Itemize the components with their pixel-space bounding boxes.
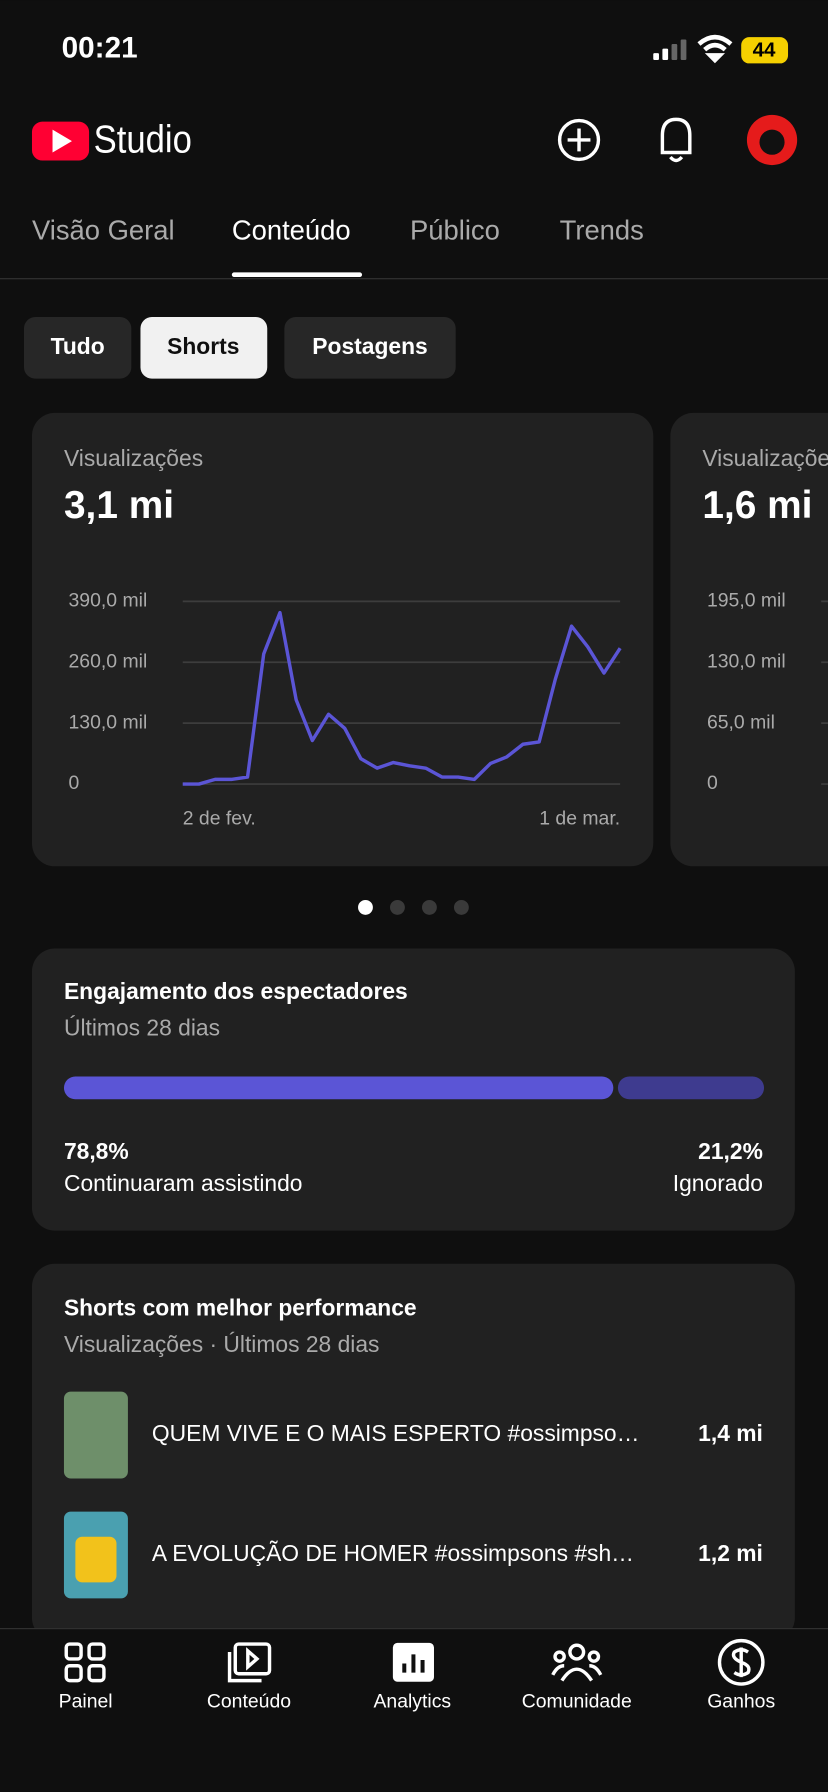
- app-name: Studio: [94, 118, 192, 161]
- divider: [0, 278, 828, 280]
- nav-label[interactable]: Ganhos: [707, 1690, 775, 1712]
- card-title: Visualizações: [702, 445, 828, 471]
- top-shorts-card: [31, 1263, 795, 1641]
- x-tick-label: 1 de mar.: [539, 808, 620, 830]
- y-tick-label: 390,0 mil: [69, 589, 148, 611]
- y-tick-label: 130,0 mil: [69, 711, 148, 733]
- y-tick-label: 130,0 mil: [707, 650, 786, 672]
- line-series: [182, 610, 622, 786]
- page-dot: [453, 899, 469, 915]
- engagement-title: Engajamento dos espectadores: [64, 978, 408, 1004]
- page-dot: [358, 899, 373, 915]
- engagement-value: 21,2%: [698, 1138, 763, 1164]
- chip-label[interactable]: Shorts: [167, 333, 239, 359]
- battery-level: 44: [753, 38, 776, 61]
- notifications-button[interactable]: [660, 117, 692, 163]
- engagement-bar: [617, 1076, 765, 1100]
- divider: [0, 1628, 828, 1630]
- page-dot: [421, 899, 437, 915]
- tab[interactable]: Público: [410, 215, 500, 246]
- thumbnail[interactable]: [63, 1391, 128, 1479]
- y-tick-label: 260,0 mil: [69, 650, 148, 672]
- chip-label[interactable]: Tudo: [51, 333, 105, 359]
- y-tick-label: 65,0 mil: [707, 711, 775, 733]
- chip-selected[interactable]: [140, 316, 268, 379]
- top-shorts-subtitle: Visualizações · Últimos 28 dias: [64, 1331, 380, 1357]
- card-title: Visualizações: [64, 445, 203, 471]
- tab-indicator: [231, 272, 363, 277]
- battery: [741, 37, 789, 64]
- chip[interactable]: [23, 316, 132, 379]
- tab[interactable]: Trends: [560, 215, 644, 246]
- engagement-bar: [63, 1076, 614, 1100]
- engagement-label: Ignorado: [673, 1170, 763, 1196]
- logo-play: [52, 129, 72, 153]
- chart-card[interactable]: [31, 412, 654, 867]
- avatar[interactable]: [746, 114, 798, 166]
- short-title[interactable]: QUEM VIVE E O MAIS ESPERTO #ossimpso…: [152, 1420, 640, 1446]
- short-views: 1,4 mi: [698, 1420, 763, 1446]
- nav-label[interactable]: Comunidade: [522, 1690, 632, 1712]
- signal: [653, 39, 687, 61]
- nav-label[interactable]: Painel: [59, 1690, 113, 1712]
- card-total: 1,6 mi: [702, 484, 812, 527]
- thumbnail-figure: [75, 1536, 117, 1583]
- time: 00:21: [62, 32, 138, 65]
- nav-icon-bars: [402, 1654, 425, 1673]
- tab-active[interactable]: Conteúdo: [232, 215, 351, 246]
- nav-icons: [64, 1638, 765, 1686]
- card-total: 3,1 mi: [64, 484, 174, 527]
- engagement-value: 78,8%: [64, 1138, 129, 1164]
- nav-label[interactable]: Analytics: [373, 1690, 451, 1712]
- page-dot: [390, 899, 405, 915]
- y-tick-label: 0: [707, 772, 718, 794]
- engagement-label: Continuaram assistindo: [64, 1170, 303, 1196]
- y-tick-label: 0: [69, 772, 80, 794]
- chip-label[interactable]: Postagens: [312, 333, 427, 359]
- top-shorts-title: Shorts com melhor performance: [64, 1294, 417, 1320]
- wifi: [697, 34, 733, 64]
- y-tick-label: 195,0 mil: [707, 589, 786, 611]
- create-button[interactable]: [557, 118, 601, 162]
- engagement-subtitle: Últimos 28 dias: [64, 1015, 220, 1041]
- nav-label[interactable]: Conteúdo: [207, 1690, 291, 1712]
- x-tick-label: 2 de fev.: [183, 808, 256, 830]
- tab[interactable]: Visão Geral: [32, 215, 175, 246]
- short-views: 1,2 mi: [698, 1540, 763, 1566]
- short-title[interactable]: A EVOLUÇÃO DE HOMER #ossimpsons #sh…: [152, 1540, 634, 1566]
- chip[interactable]: [284, 316, 456, 379]
- chart-card[interactable]: [670, 412, 828, 867]
